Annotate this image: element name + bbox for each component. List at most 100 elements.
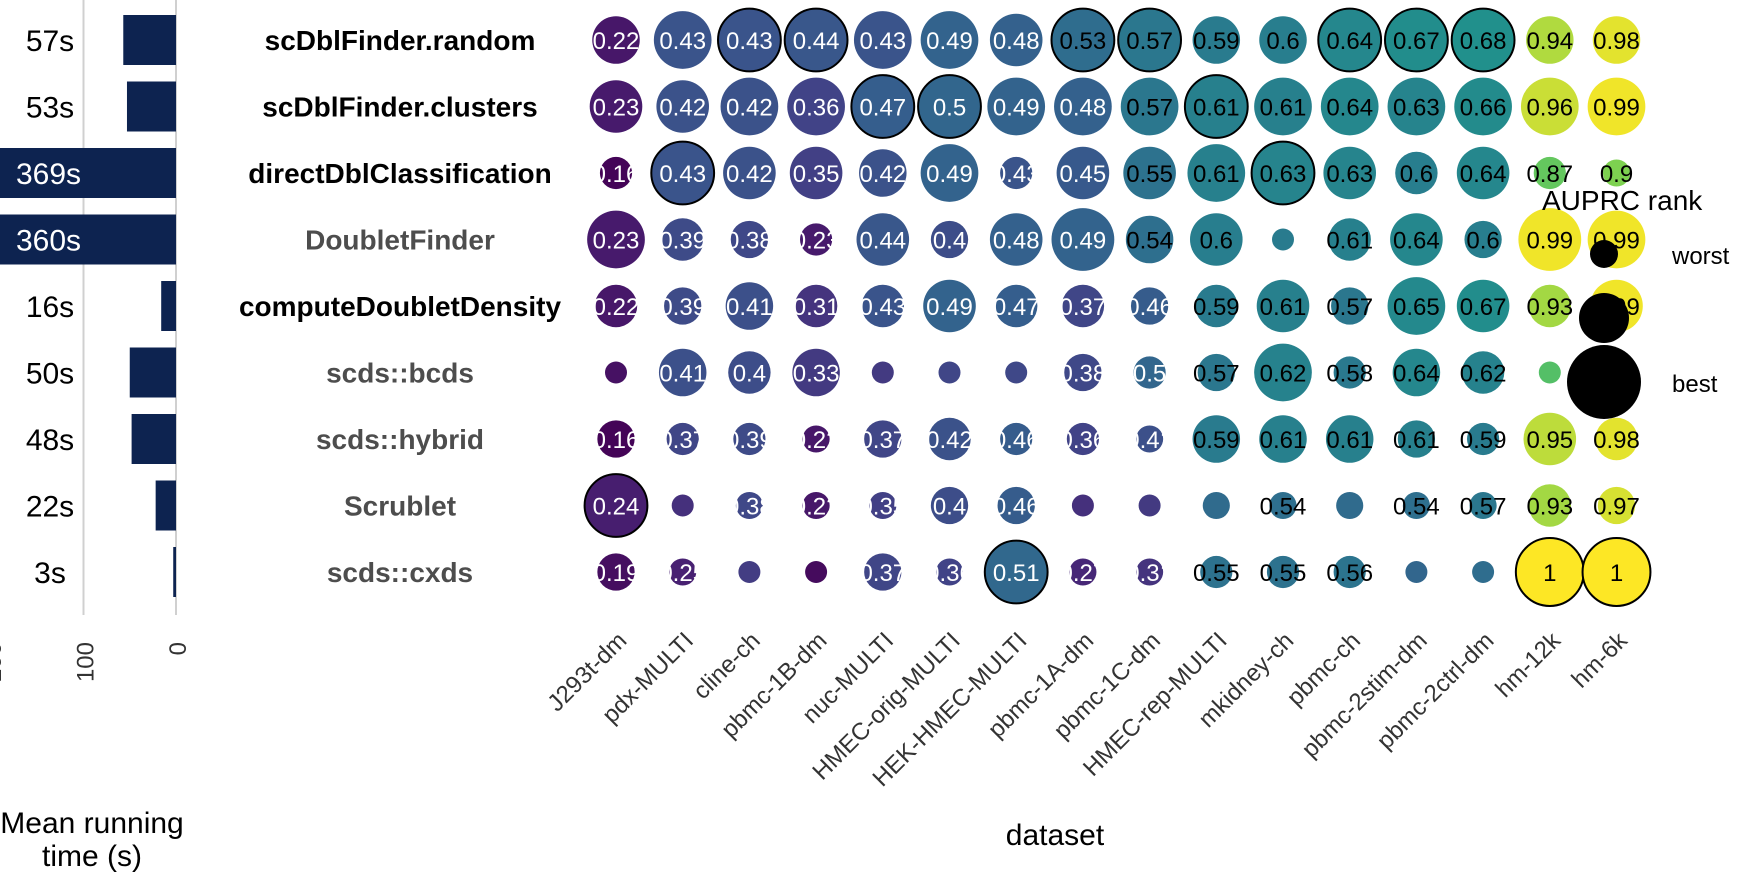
auprc-value-label: 0.93	[1526, 494, 1573, 521]
auprc-value-label: 0.67	[1393, 28, 1440, 55]
auprc-value-label: 0.41	[726, 294, 773, 321]
auprc-value-label: 0.62	[1260, 361, 1307, 388]
auprc-value-label: 0.4	[733, 361, 766, 388]
auprc-value-label: 0.37	[859, 427, 906, 454]
auprc-bubble	[1005, 361, 1028, 384]
auprc-bubble	[930, 220, 969, 259]
runtime-value-label: 57s	[26, 25, 74, 58]
runtime-bar	[131, 414, 176, 464]
auprc-bubble	[1066, 422, 1099, 456]
method-label: directDblClassification	[248, 158, 551, 189]
auprc-bubble	[1523, 412, 1577, 466]
auprc-value-label: 0.49	[993, 95, 1040, 122]
auprc-bubble	[1259, 16, 1307, 64]
auprc-value-label: 0.47	[859, 95, 906, 122]
auprc-bubble	[735, 491, 763, 520]
auprc-bubble	[661, 218, 704, 261]
auprc-bubble	[656, 80, 709, 133]
auprc-value-label: 0.95	[1526, 427, 1573, 454]
auprc-bubble	[599, 156, 633, 190]
auprc-bubble	[592, 16, 640, 64]
auprc-bubble	[605, 361, 627, 384]
auprc-value-label: 0.49	[926, 28, 973, 55]
auprc-value-label: 0.42	[659, 95, 706, 122]
auprc-bubble	[805, 561, 828, 583]
auprc-value-label: 0.55	[1126, 161, 1173, 188]
runtime-bar	[161, 281, 176, 331]
auprc-value-label: 0.36	[1060, 427, 1107, 454]
auprc-value-label: 0.98	[1593, 427, 1640, 454]
auprc-value-label: 0.49	[926, 161, 973, 188]
auprc-value-label: 0.61	[1393, 427, 1440, 454]
auprc-value-label: 0.67	[1460, 294, 1507, 321]
auprc-value-label: 0.23	[593, 95, 640, 122]
auprc-value-label: 0.39	[659, 228, 706, 255]
auprc-bubble	[1000, 156, 1033, 190]
auprc-value-label: 0.61	[1260, 294, 1307, 321]
auprc-bubble	[1454, 77, 1512, 136]
auprc-bubble	[1125, 215, 1174, 264]
auprc-value-label: 0.57	[1126, 95, 1173, 122]
dataset-tick-label: pbmc-2ctrl-dm	[1372, 627, 1500, 755]
auprc-value-label: 0.64	[1326, 95, 1373, 122]
auprc-bubble	[669, 558, 697, 586]
auprc-bubble	[1390, 213, 1443, 266]
auprc-bubble	[1581, 537, 1652, 607]
auprc-bubble	[1336, 491, 1364, 520]
auprc-value-label: 0.99	[1526, 228, 1573, 255]
auprc-bubble	[725, 282, 774, 330]
auprc-bubble	[1136, 425, 1164, 453]
auprc-value-label: 0.33	[793, 361, 840, 388]
auprc-bubble	[587, 210, 645, 269]
runtime-tick-label: 200	[0, 642, 7, 682]
auprc-value-label: 0.61	[1260, 95, 1307, 122]
auprc-value-label: 0.23	[793, 228, 840, 255]
auprc-value-label: 0.25	[659, 560, 706, 587]
auprc-bubble	[1195, 284, 1238, 328]
auprc-value-label: 0.43	[859, 28, 906, 55]
auprc-value-label: 0.41	[659, 361, 706, 388]
auprc-value-label: 0.54	[1393, 494, 1440, 521]
auprc-bubble	[802, 491, 830, 520]
auprc-bubble	[930, 486, 969, 525]
auprc-bubble	[787, 77, 845, 136]
auprc-value-label: 0.68	[1460, 28, 1507, 55]
auprc-value-label: 0.56	[1326, 560, 1373, 587]
auprc-bubble	[1456, 146, 1510, 200]
auprc-value-label: 0.47	[993, 294, 1040, 321]
runtime-value-label: 16s	[26, 291, 74, 324]
auprc-bubble	[1456, 279, 1510, 333]
auprc-bubble	[928, 417, 971, 461]
auprc-bubble	[1405, 561, 1428, 583]
runtime-bar	[0, 148, 177, 198]
bubble-panel: scDblFinder.random scDblFinder.clusters di…	[239, 7, 1652, 852]
auprc-bubble	[1464, 220, 1502, 259]
legend-title: AUPRC rank	[1542, 185, 1703, 216]
auprc-value-label: 0.6	[1266, 28, 1299, 55]
auprc-bubble	[856, 213, 910, 266]
runtime-bar	[155, 480, 176, 531]
auprc-value-label: 0.64	[1393, 361, 1440, 388]
auprc-value-label: 0.5	[1133, 361, 1166, 388]
auprc-value-label: 1	[1543, 560, 1556, 587]
auprc-bubble	[917, 74, 982, 139]
auprc-bubble	[1328, 218, 1371, 261]
auprc-value-label: 0.5	[933, 95, 966, 122]
auprc-value-label: 0.4	[933, 494, 966, 521]
auprc-bubble	[653, 11, 712, 69]
auprc-value-label: 0.65	[1393, 294, 1440, 321]
auprc-bubble	[1064, 353, 1102, 392]
auprc-value-label: 0.53	[1060, 28, 1107, 55]
auprc-value-label: 0.96	[1526, 95, 1573, 122]
runtime-bar	[129, 347, 176, 398]
auprc-bubble	[1333, 356, 1366, 389]
auprc-value-label: 0.44	[859, 228, 906, 255]
dataset-tick-label: hm-6k	[1566, 626, 1633, 693]
auprc-value-label: 0.22	[593, 28, 640, 55]
auprc-value-label: 0.99	[1593, 95, 1640, 122]
auprc-value-label: 0.38	[1060, 361, 1107, 388]
auprc-value-label: 0.36	[793, 95, 840, 122]
auprc-bubble	[733, 422, 766, 456]
auprc-value-label: 0.27	[1060, 560, 1107, 587]
auprc-value-label: 0.97	[1593, 494, 1640, 521]
